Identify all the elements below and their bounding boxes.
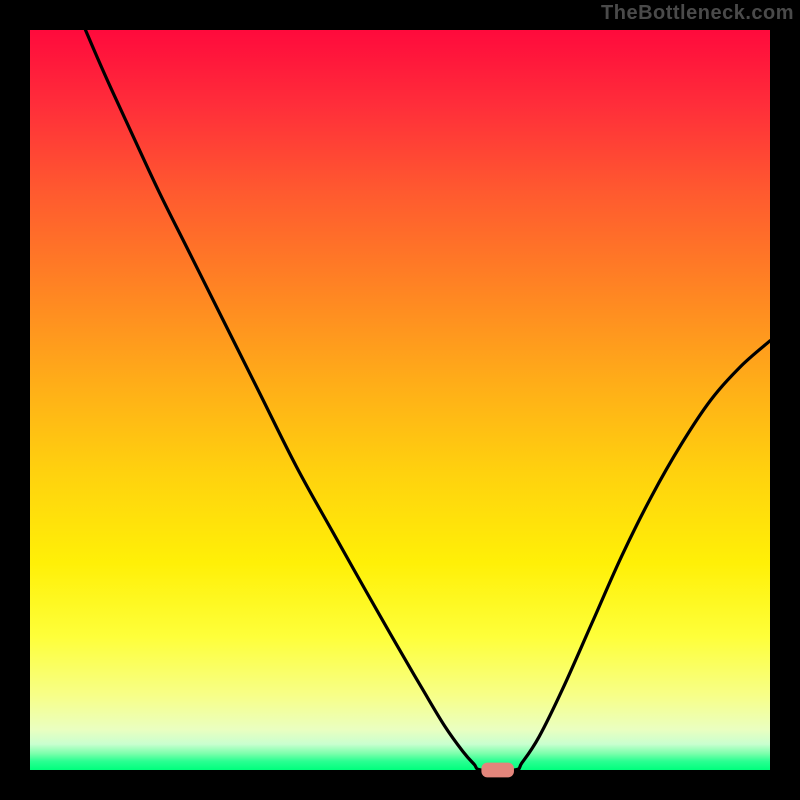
gradient-plot-area: [30, 30, 770, 770]
watermark-text: TheBottleneck.com: [601, 2, 794, 25]
bottleneck-chart: [0, 0, 800, 800]
chart-root: TheBottleneck.com: [0, 0, 800, 800]
optimal-marker: [481, 763, 514, 778]
